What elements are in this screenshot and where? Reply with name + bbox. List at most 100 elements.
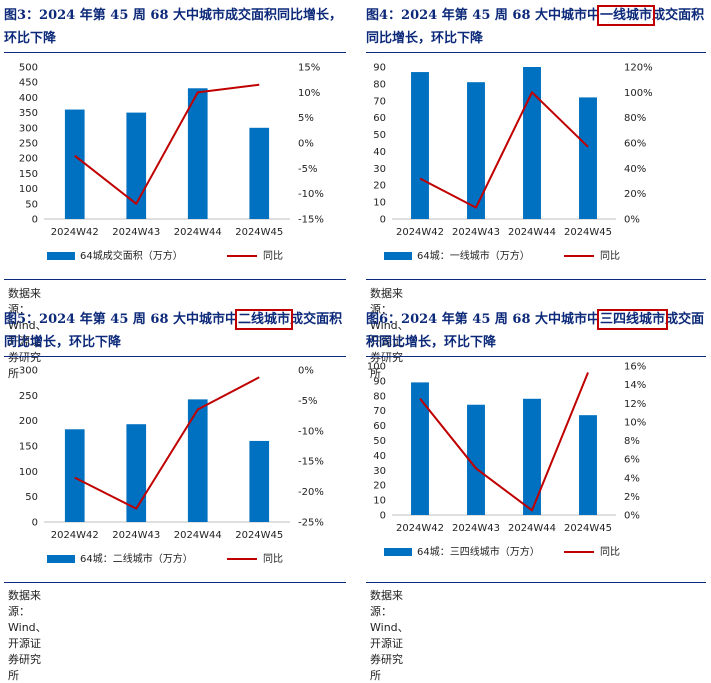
y-left-tick-label: 60 [373, 421, 386, 432]
legend-swatch-bar [384, 252, 412, 260]
title-line-1: 图6：2024 年第 45 周 68 大中城市中 [366, 312, 601, 327]
y-right-tick-label: 40% [624, 164, 646, 175]
y-left-tick-label: 400 [19, 93, 38, 104]
bottom-rule [4, 279, 346, 280]
title-rule [366, 356, 706, 357]
bar [523, 67, 541, 219]
x-tick-label: 2024W43 [452, 227, 500, 238]
y-right-tick-label: -25% [298, 518, 324, 529]
y-left-tick-label: 90 [373, 376, 386, 387]
legend-label-bar: 64城：一线城市（万方） [417, 249, 530, 262]
source-note: 数据来源：Wind、开源证券研究所 [8, 287, 47, 380]
x-tick-label: 2024W45 [235, 530, 283, 541]
y-left-tick-label: 20 [373, 481, 386, 492]
y-left-tick-label: 40 [373, 451, 386, 462]
bar [187, 88, 208, 219]
title-rule [366, 52, 706, 53]
highlighted-city-tier: 一线城市 [597, 5, 656, 26]
y-left-tick-label: 10 [373, 496, 386, 507]
legend-swatch-bar [47, 555, 75, 563]
y-right-tick-label: 12% [624, 399, 646, 410]
y-right-tick-label: 120% [624, 63, 653, 74]
bottom-rule [366, 279, 706, 280]
chart-svg-2: 0 10 20 30 40 50 60 70 80 90 0% 20% 40% 60% 80% 100% 120… [373, 63, 653, 263]
y-right-tick-label: -10% [298, 189, 324, 200]
y-left-tick-label: 70 [373, 96, 386, 107]
y-right-tick-label: 14% [624, 380, 646, 391]
title-line-2: 同比增长，环比下降 [366, 31, 484, 46]
bar [64, 109, 85, 219]
y-right-tick-label: -20% [298, 487, 324, 498]
bar [411, 382, 429, 515]
y-left-tick-label: 200 [19, 416, 38, 427]
x-tick-label: 2024W43 [112, 227, 160, 238]
y-left-tick-label: 60 [373, 113, 386, 124]
title-line-1-tail: 成交面积 [652, 8, 705, 23]
source-note: 数据来源：Wind、开源证券研究所 [370, 589, 409, 682]
bar [411, 72, 429, 219]
y-left-tick-label: 0 [32, 518, 38, 529]
chart-svg-1: 0 50 100 150 200 250 300 350 400 450 500 -15% -10% -5… [19, 63, 324, 263]
highlighted-city-tier: 三四线城市 [597, 309, 669, 330]
bar [64, 429, 85, 522]
chart-svg-4: 0 10 20 30 40 50 60 70 80 90 100 0% 2% 4% 6% 8% 10% 12% 14… [367, 362, 646, 559]
x-tick-label: 2024W43 [452, 523, 500, 534]
bar [523, 398, 541, 515]
yoy-line [419, 91, 589, 209]
bottom-rule [4, 582, 346, 583]
title-line-1: 图3：2024 年第 45 周 68 大中城市成交面积同比增长， [4, 8, 343, 23]
y-left-tick-label: 40 [373, 147, 386, 158]
legend-label-line: 同比 [263, 250, 283, 262]
y-right-tick-label: 0% [624, 215, 640, 226]
y-left-tick-label: 0 [32, 215, 38, 226]
y-right-tick-label: -10% [298, 426, 324, 437]
y-right-tick-label: 20% [624, 189, 646, 200]
bar [467, 404, 485, 515]
title-line-1: 图5：2024 年第 45 周 68 大中城市中 [4, 312, 239, 327]
y-left-tick-label: 150 [19, 442, 38, 453]
y-left-tick-label: 30 [373, 466, 386, 477]
legend-label-bar: 64城成交面积（万方） [80, 249, 183, 262]
y-left-tick-label: 200 [19, 154, 38, 165]
y-right-tick-label: -5% [298, 396, 317, 407]
y-right-tick-label: 6% [624, 455, 640, 466]
y-left-tick-label: 250 [19, 391, 38, 402]
legend-label-line: 同比 [600, 250, 620, 262]
x-tick-label: 2024W42 [51, 227, 99, 238]
y-right-tick-label: 0% [298, 139, 314, 150]
chart-title-1: 图3：2024 年第 45 周 68 大中城市成交面积同比增长， 环比下降 [4, 4, 342, 50]
source-note: 数据来源：Wind、开源证券研究所 [370, 287, 409, 380]
y-right-tick-label: 5% [298, 113, 314, 124]
x-tick-label: 2024W42 [396, 523, 444, 534]
y-right-tick-label: 8% [624, 436, 640, 447]
y-left-tick-label: 20 [373, 181, 386, 192]
y-right-tick-label: 2% [624, 492, 640, 503]
x-tick-label: 2024W45 [564, 523, 612, 534]
y-right-tick-label: 15% [298, 63, 320, 74]
highlighted-city-tier: 二线城市 [235, 309, 294, 330]
y-left-tick-label: 0 [380, 215, 386, 226]
y-left-tick-label: 70 [373, 406, 386, 417]
y-right-tick-label: 100% [624, 88, 653, 99]
y-left-tick-label: 50 [25, 492, 38, 503]
chart-title-4: 图6：2024 年第 45 周 68 大中城市中三四线城市成交面 积同比增长，环… [366, 308, 704, 354]
title-line-1: 图4：2024 年第 45 周 68 大中城市中 [366, 8, 601, 23]
legend-label-bar: 64城：二线城市（万方） [80, 552, 193, 565]
bar [249, 127, 270, 219]
chart-svg-3: 0 50 100 150 200 250 300 -25% -20% -15% -10% -5% 0% 2… [19, 366, 324, 566]
y-right-tick-label: -15% [298, 457, 324, 468]
y-left-tick-label: 500 [19, 63, 38, 74]
bar [126, 424, 147, 522]
y-left-tick-label: 100 [19, 467, 38, 478]
x-tick-label: 2024W45 [564, 227, 612, 238]
title-line-2: 积同比增长，环比下降 [366, 335, 497, 350]
y-right-tick-label: 4% [624, 473, 640, 484]
title-rule [4, 356, 346, 357]
chart-title-3: 图5：2024 年第 45 周 68 大中城市中二线城市成交面积 同比增长，环比… [4, 308, 342, 354]
y-left-tick-label: 30 [373, 164, 386, 175]
y-left-tick-label: 50 [373, 436, 386, 447]
chart-title-2: 图4：2024 年第 45 周 68 大中城市中一线城市成交面积 同比增长，环比… [366, 4, 704, 50]
y-right-tick-label: 0% [298, 366, 314, 377]
x-tick-label: 2024W44 [174, 530, 222, 541]
title-line-1-tail: 成交面 [665, 312, 705, 327]
